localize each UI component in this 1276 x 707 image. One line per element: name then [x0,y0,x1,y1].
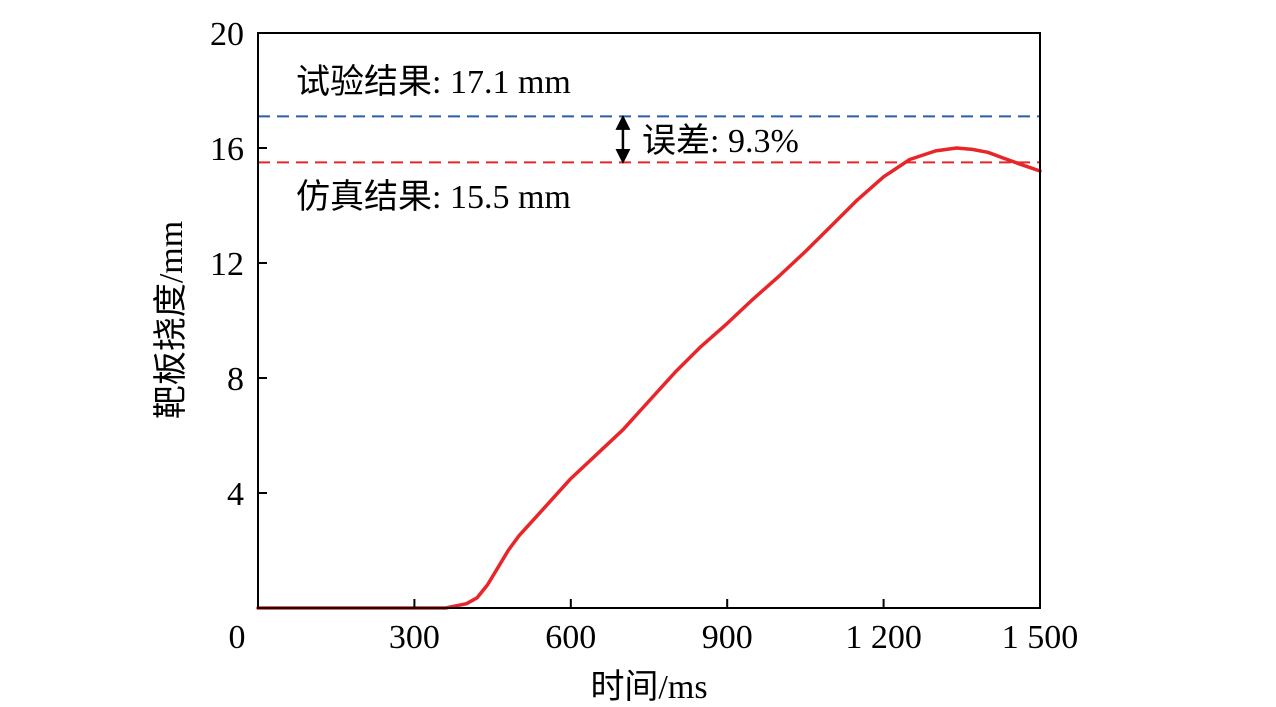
x-tick-label: 0 [229,619,246,656]
x-axis: 0 300 600 900 1 200 1 500 [229,599,1079,656]
y-tick-label: 12 [210,246,244,283]
y-tick-label: 8 [227,361,244,398]
y-axis: 4 8 12 16 20 [210,16,267,513]
x-tick-label: 1 200 [845,619,922,656]
y-tick-label: 16 [210,131,244,168]
test-result-annotation: 试验结果: 17.1 mm [296,63,571,101]
reference-lines [258,115,1040,164]
series-line-0 [256,146,1042,610]
sim-result-annotation: 仿真结果: 15.5 mm [296,178,571,216]
y-tick-label: 4 [227,476,244,513]
y-axis-title: 靶板挠度/mm [152,221,190,419]
x-tick-label: 1 500 [1002,619,1079,656]
y-tick-label: 20 [210,16,244,53]
x-tick-label: 900 [702,619,753,656]
series-layer [256,146,1042,610]
plot-frame [257,32,1041,609]
x-axis-title: 时间/ms [590,669,707,706]
error-annotation: 误差: 9.3% [642,122,799,160]
x-tick-label: 600 [545,619,596,656]
x-tick-label: 300 [389,619,440,656]
